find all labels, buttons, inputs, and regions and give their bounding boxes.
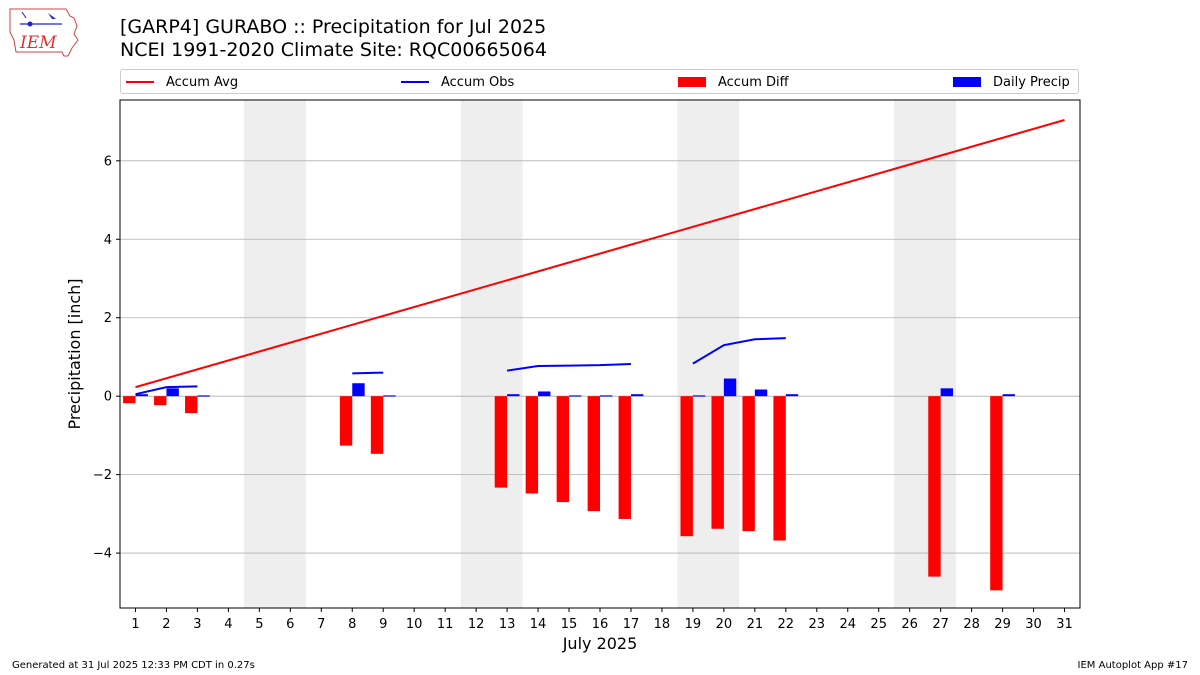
accum-diff-bar: [742, 396, 755, 532]
legend-item-accum-diff: Accum Diff: [678, 70, 789, 94]
accum-diff-bar: [123, 396, 136, 404]
accum-obs-line: [135, 385, 198, 396]
x-tick-label: 26: [901, 617, 918, 632]
accum-obs-line: [692, 337, 786, 365]
x-tick-label: 27: [932, 617, 949, 632]
chart-title: [GARP4] GURABO :: Precipitation for Jul …: [120, 16, 547, 38]
chart-legend: Accum Avg Accum Obs Accum Diff Daily Pre…: [120, 69, 1079, 94]
accum-diff-bar: [773, 396, 786, 541]
accum-avg-line: [135, 119, 1065, 389]
accum-diff-bar: [618, 396, 631, 519]
x-tick-label: 30: [1025, 617, 1042, 632]
x-tick-label: 29: [994, 617, 1011, 632]
accum-diff-bar: [339, 396, 353, 446]
y-tick-label: 6: [104, 154, 112, 169]
x-axis-label: July 2025: [562, 634, 638, 653]
app-credit: IEM Autoplot App #17: [1077, 660, 1188, 671]
legend-item-accum-obs: Accum Obs: [401, 70, 514, 94]
daily-precip-bar: [785, 394, 799, 397]
x-tick-label: 13: [499, 617, 516, 632]
legend-swatch-accum-obs: [401, 81, 429, 83]
x-tick-label: 6: [286, 617, 294, 632]
daily-precip-bar: [569, 395, 582, 397]
accum-obs-line: [352, 371, 384, 375]
x-tick-label: 28: [963, 617, 980, 632]
y-tick-label: −4: [93, 547, 112, 562]
x-tick-label: 18: [654, 617, 671, 632]
accum-diff-bar: [990, 396, 1003, 591]
x-tick-label: 20: [716, 617, 733, 632]
x-tick-label: 21: [747, 617, 764, 632]
x-tick-label: 17: [623, 617, 640, 632]
accum-obs-line: [506, 363, 632, 372]
accum-diff-bar: [370, 396, 384, 454]
legend-item-daily-precip: Daily Precip: [953, 70, 1070, 94]
x-tick-label: 9: [379, 617, 387, 632]
daily-precip-bar: [630, 394, 644, 397]
legend-label-accum-avg: Accum Avg: [166, 74, 239, 90]
x-tick-label: 1: [131, 617, 139, 632]
daily-precip-bar: [692, 395, 706, 397]
daily-precip-bar: [507, 394, 520, 397]
x-tick-label: 15: [561, 617, 578, 632]
y-axis-label: Precipitation [inch]: [65, 278, 84, 429]
chart-subtitle: NCEI 1991-2020 Climate Site: RQC00665064: [120, 39, 547, 61]
x-tick-label: 8: [348, 617, 356, 632]
daily-precip-bar: [135, 394, 148, 397]
daily-precip-bar: [600, 395, 613, 397]
x-tick-label: 25: [870, 617, 887, 632]
x-tick-label: 4: [224, 617, 232, 632]
daily-precip-bar: [754, 389, 768, 397]
accum-diff-bar: [185, 396, 198, 414]
x-tick-label: 5: [255, 617, 263, 632]
accum-diff-bar: [680, 396, 693, 537]
legend-swatch-accum-diff: [678, 77, 706, 87]
daily-precip-bar: [538, 391, 551, 397]
x-tick-label: 23: [809, 617, 826, 632]
x-tick-label: 12: [468, 617, 485, 632]
accum-diff-bar: [525, 396, 539, 494]
weekend-band: [894, 100, 957, 608]
legend-label-accum-obs: Accum Obs: [441, 74, 515, 90]
legend-item-accum-avg: Accum Avg: [126, 70, 238, 94]
x-tick-label: 14: [530, 617, 547, 632]
accum-diff-bar: [494, 396, 508, 488]
daily-precip-bar: [383, 395, 396, 397]
accum-diff-bar: [928, 396, 941, 577]
y-tick-label: 2: [104, 311, 112, 326]
x-tick-label: 7: [317, 617, 325, 632]
generated-note: Generated at 31 Jul 2025 12:33 PM CDT in…: [12, 660, 255, 671]
x-tick-label: 3: [193, 617, 201, 632]
iem-logo: IEM: [9, 8, 79, 57]
svg-text:IEM: IEM: [19, 33, 57, 53]
legend-label-daily-precip: Daily Precip: [993, 74, 1070, 90]
x-tick-label: 19: [685, 617, 702, 632]
x-tick-label: 11: [437, 617, 454, 632]
daily-precip-bar: [1002, 394, 1015, 397]
accum-diff-bar: [711, 396, 724, 529]
accum-diff-bar: [154, 396, 167, 406]
x-tick-label: 2: [162, 617, 170, 632]
y-tick-label: 0: [104, 390, 112, 405]
legend-label-accum-diff: Accum Diff: [718, 74, 789, 90]
x-tick-label: 16: [592, 617, 609, 632]
legend-swatch-accum-avg: [126, 81, 154, 83]
x-tick-label: 31: [1056, 617, 1073, 632]
x-tick-label: 10: [406, 617, 423, 632]
x-tick-label: 24: [839, 617, 856, 632]
daily-precip-bar: [940, 388, 954, 397]
x-tick-label: 22: [778, 617, 795, 632]
weekend-band: [460, 100, 523, 608]
y-tick-label: −2: [93, 468, 112, 483]
daily-precip-bar: [166, 388, 179, 397]
daily-precip-bar: [352, 383, 365, 397]
legend-swatch-daily-precip: [953, 77, 981, 87]
daily-precip-bar: [197, 395, 210, 397]
accum-diff-bar: [556, 396, 570, 503]
y-tick-label: 4: [104, 233, 112, 248]
accum-diff-bar: [587, 396, 600, 512]
daily-precip-bar: [723, 378, 737, 397]
